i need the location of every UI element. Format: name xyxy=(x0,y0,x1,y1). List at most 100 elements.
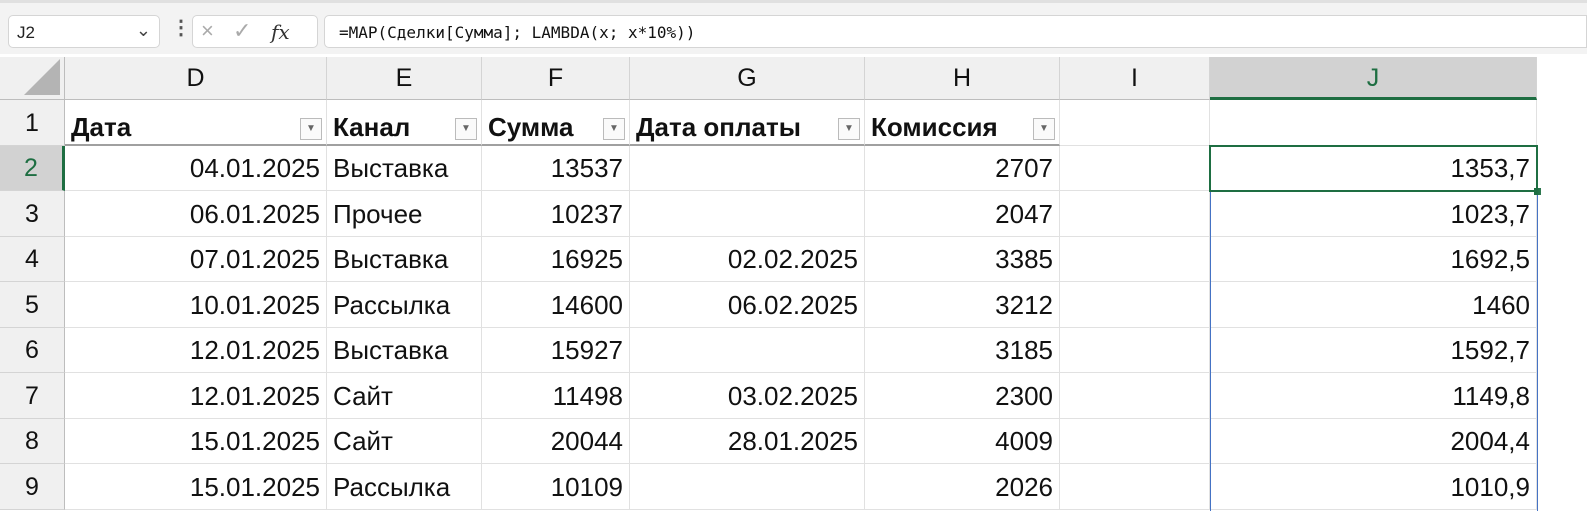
filter-dropdown-icon[interactable]: ▼ xyxy=(838,118,860,140)
cell-G2[interactable] xyxy=(630,146,865,191)
name-box-value: J2 xyxy=(17,23,35,42)
cell-G6[interactable] xyxy=(630,328,865,373)
cell-F8[interactable]: 20044 xyxy=(482,419,630,464)
cell-H5[interactable]: 3212 xyxy=(865,282,1060,328)
cell-H9[interactable]: 2026 xyxy=(865,464,1060,510)
cell-G3[interactable] xyxy=(630,191,865,237)
row-header-3[interactable]: 3 xyxy=(0,191,65,237)
cell-F5[interactable]: 14600 xyxy=(482,282,630,328)
cell-G9[interactable] xyxy=(630,464,865,510)
row-header-9[interactable]: 9 xyxy=(0,464,65,510)
cell-E6[interactable]: Выставка xyxy=(327,328,482,373)
formula-buttons: × ✓ fx xyxy=(192,15,318,48)
cell-I9[interactable] xyxy=(1060,464,1210,510)
cell-J4[interactable]: 1692,5 xyxy=(1210,237,1537,282)
cell-F7[interactable]: 11498 xyxy=(482,373,630,419)
column-header-D[interactable]: D xyxy=(65,57,327,100)
cell-E3[interactable]: Прочее xyxy=(327,191,482,237)
row-header-8[interactable]: 8 xyxy=(0,419,65,464)
filter-dropdown-icon[interactable]: ▼ xyxy=(455,118,477,140)
table-header-cell[interactable]: Дата ▼ xyxy=(65,100,327,146)
cell-D3[interactable]: 06.01.2025 xyxy=(65,191,327,237)
cell-J5[interactable]: 1460 xyxy=(1210,282,1537,328)
edge-fade xyxy=(1537,54,1587,511)
row-header-7[interactable]: 7 xyxy=(0,373,65,419)
cell-H4[interactable]: 3385 xyxy=(865,237,1060,282)
column-header-F[interactable]: F xyxy=(482,57,630,100)
cell-E4[interactable]: Выставка xyxy=(327,237,482,282)
row-header-1[interactable]: 1 xyxy=(0,100,65,146)
cell-D6[interactable]: 12.01.2025 xyxy=(65,328,327,373)
cell-I2[interactable] xyxy=(1060,146,1210,191)
cancel-icon[interactable]: × xyxy=(201,18,214,43)
filter-dropdown-icon[interactable]: ▼ xyxy=(300,118,322,140)
more-options-icon[interactable]: ⋮ xyxy=(171,17,191,39)
cell-I6[interactable] xyxy=(1060,328,1210,373)
cell-D5[interactable]: 10.01.2025 xyxy=(65,282,327,328)
cell-D8[interactable]: 15.01.2025 xyxy=(65,419,327,464)
cell-G7[interactable]: 03.02.2025 xyxy=(630,373,865,419)
table-header-cell[interactable]: Дата оплаты ▼ xyxy=(630,100,865,146)
formula-input[interactable]: =MAP(Сделки[Сумма]; LAMBDA(x; x*10%)) xyxy=(324,15,1587,48)
cell-E2[interactable]: Выставка xyxy=(327,146,482,191)
cell-D4[interactable]: 07.01.2025 xyxy=(65,237,327,282)
cell-E5[interactable]: Рассылка xyxy=(327,282,482,328)
cell-G5[interactable]: 06.02.2025 xyxy=(630,282,865,328)
cell-H7[interactable]: 2300 xyxy=(865,373,1060,419)
select-all-button[interactable] xyxy=(0,57,65,100)
cell-F9[interactable]: 10109 xyxy=(482,464,630,510)
column-header-J[interactable]: J xyxy=(1210,57,1537,100)
cell-J9[interactable]: 1010,9 xyxy=(1210,464,1537,510)
header-label: Комиссия xyxy=(871,112,998,142)
table-header-cell[interactable]: Сумма ▼ xyxy=(482,100,630,146)
chevron-down-icon[interactable]: ⌄ xyxy=(135,20,151,40)
cell-F3[interactable]: 10237 xyxy=(482,191,630,237)
cell-I3[interactable] xyxy=(1060,191,1210,237)
cell[interactable] xyxy=(1060,100,1210,146)
filter-dropdown-icon[interactable]: ▼ xyxy=(603,118,625,140)
cell-H2[interactable]: 2707 xyxy=(865,146,1060,191)
row-header-4[interactable]: 4 xyxy=(0,237,65,282)
cell-E9[interactable]: Рассылка xyxy=(327,464,482,510)
cell-I4[interactable] xyxy=(1060,237,1210,282)
cell-G8[interactable]: 28.01.2025 xyxy=(630,419,865,464)
cell-F4[interactable]: 16925 xyxy=(482,237,630,282)
cell-F2[interactable]: 13537 xyxy=(482,146,630,191)
selected-cell-border xyxy=(1209,145,1538,192)
header-label: Сумма xyxy=(488,112,574,142)
row-header-5[interactable]: 5 xyxy=(0,282,65,328)
header-label: Дата оплаты xyxy=(636,112,801,142)
cell-H6[interactable]: 3185 xyxy=(865,328,1060,373)
column-header-H[interactable]: H xyxy=(865,57,1060,100)
cell-H3[interactable]: 2047 xyxy=(865,191,1060,237)
cell-J8[interactable]: 2004,4 xyxy=(1210,419,1537,464)
cell-E7[interactable]: Сайт xyxy=(327,373,482,419)
cell-I5[interactable] xyxy=(1060,282,1210,328)
enter-icon[interactable]: ✓ xyxy=(233,18,252,43)
column-header-E[interactable]: E xyxy=(327,57,482,100)
cell-D2[interactable]: 04.01.2025 xyxy=(65,146,327,191)
header-label: Дата xyxy=(71,112,132,142)
cell-J6[interactable]: 1592,7 xyxy=(1210,328,1537,373)
column-header-G[interactable]: G xyxy=(630,57,865,100)
table-header-cell[interactable]: Канал ▼ xyxy=(327,100,482,146)
column-header-I[interactable]: I xyxy=(1060,57,1210,100)
name-box[interactable]: J2 ⌄ xyxy=(8,15,160,48)
cell[interactable] xyxy=(1210,100,1537,146)
cell-J3[interactable]: 1023,7 xyxy=(1210,191,1537,237)
table-header-cell[interactable]: Комиссия ▼ xyxy=(865,100,1060,146)
insert-function-icon[interactable]: fx xyxy=(271,20,290,44)
cell-E8[interactable]: Сайт xyxy=(327,419,482,464)
cell-G4[interactable]: 02.02.2025 xyxy=(630,237,865,282)
cell-J7[interactable]: 1149,8 xyxy=(1210,373,1537,419)
cell-D9[interactable]: 15.01.2025 xyxy=(65,464,327,510)
row-header-6[interactable]: 6 xyxy=(0,328,65,373)
filter-dropdown-icon[interactable]: ▼ xyxy=(1033,118,1055,140)
cell-I7[interactable] xyxy=(1060,373,1210,419)
cell-I8[interactable] xyxy=(1060,419,1210,464)
row-header-2[interactable]: 2 xyxy=(0,146,65,191)
spreadsheet-grid[interactable]: D E F G H I J 1 2 3 4 5 6 7 8 9 Дата ▼ Канал ▼ Сумма ▼ Дата оп… xyxy=(0,54,1587,511)
cell-D7[interactable]: 12.01.2025 xyxy=(65,373,327,419)
cell-H8[interactable]: 4009 xyxy=(865,419,1060,464)
cell-F6[interactable]: 15927 xyxy=(482,328,630,373)
